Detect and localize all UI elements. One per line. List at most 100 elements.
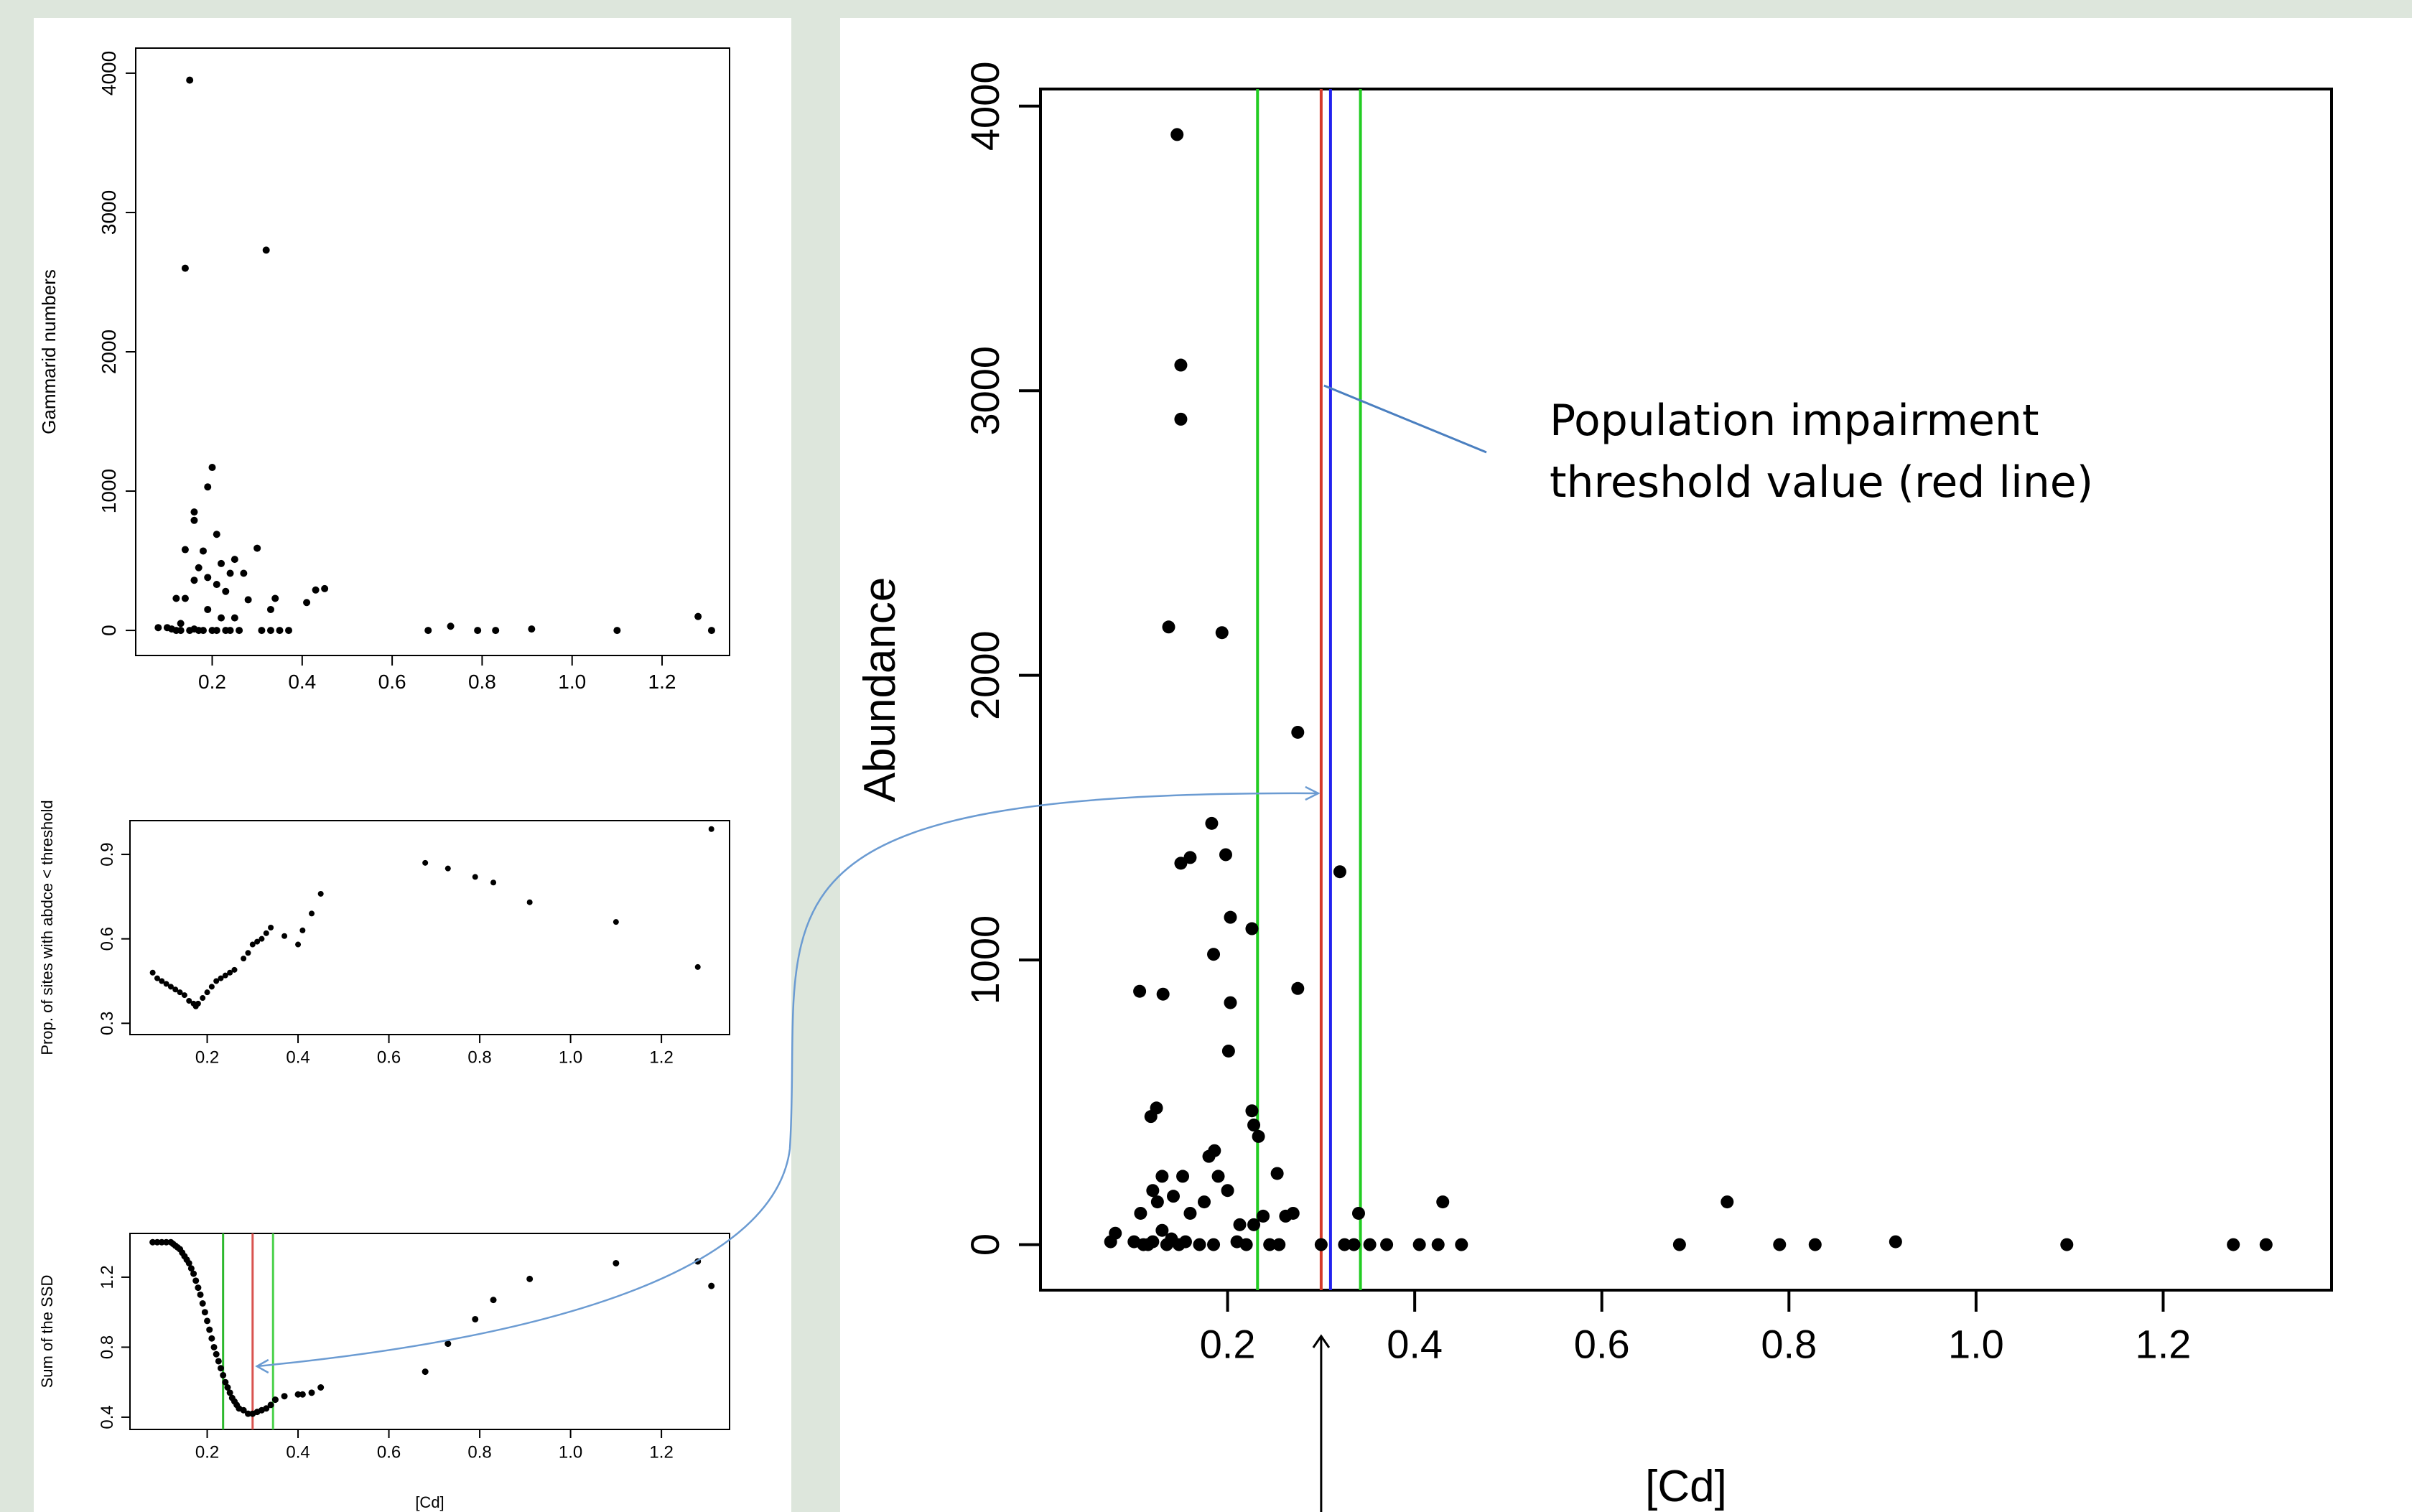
plot-frame [135, 47, 730, 656]
y-tick-label: 2000 [962, 630, 1007, 720]
x-tick-label: 0.8 [467, 1048, 491, 1068]
main-chart-svg: Population impairment threshold value (r… [855, 61, 2333, 1512]
data-point [218, 975, 224, 981]
data-point [1193, 1238, 1206, 1251]
chart-main: 0.2 0.4 0.6 0.8 1.0 1.2 0 1000 2000 3000 4000 Abund… [855, 61, 2333, 1511]
data-point [422, 859, 429, 866]
data-point [1224, 996, 1237, 1009]
data-point [1146, 1184, 1160, 1198]
data-point [204, 989, 210, 996]
data-point [490, 879, 497, 886]
data-point [1174, 412, 1188, 426]
data-point [472, 1315, 479, 1322]
data-point [2259, 1238, 2273, 1251]
data-point [1808, 1238, 1822, 1251]
x-tick-label: 0.4 [286, 1443, 309, 1462]
data-point [218, 559, 225, 567]
data-point [262, 246, 270, 254]
data-point [526, 899, 533, 905]
data-point [1133, 984, 1147, 998]
data-point [167, 984, 174, 990]
data-point [1146, 1235, 1160, 1249]
annotation-line-2: threshold value (red line) [1550, 457, 2093, 508]
data-point [1144, 1110, 1158, 1124]
data-point [447, 622, 455, 630]
chart-top_left: 0.2 0.4 0.6 0.8 1.0 1.2 0 1000 2000 3000 4000 Gamma… [38, 47, 730, 693]
y-tick-label: 0.3 [98, 1012, 117, 1035]
data-point [177, 989, 183, 996]
x-tick-label: 0.4 [1387, 1321, 1443, 1366]
data-point [694, 612, 702, 620]
data-point [1291, 981, 1305, 995]
y-axis-title: Sum of the SSD [38, 1275, 56, 1389]
data-point [244, 596, 252, 604]
data-point [204, 1317, 211, 1325]
data-point [1247, 1218, 1261, 1231]
x-tick-label: 0.8 [1761, 1321, 1817, 1366]
data-point [240, 1406, 247, 1414]
data-point [190, 516, 198, 524]
data-point [312, 586, 320, 594]
data-point [231, 614, 238, 622]
data-point [1455, 1238, 1468, 1251]
data-point [1889, 1235, 1902, 1249]
data-point [158, 1238, 165, 1246]
data-point [281, 1393, 288, 1400]
data-point [613, 1259, 620, 1266]
data-point [317, 1384, 325, 1391]
y-tick-label: 0.4 [98, 1405, 117, 1429]
data-point [308, 1389, 315, 1396]
data-point [1178, 1235, 1192, 1249]
data-point [707, 627, 715, 635]
y-tick-label: 0.6 [98, 927, 117, 951]
y-tick-label: 1000 [98, 469, 120, 513]
data-point [236, 627, 243, 635]
data-point [708, 1282, 715, 1289]
data-point [244, 1410, 251, 1417]
plot-frame [129, 1233, 730, 1430]
data-point [213, 1350, 220, 1358]
data-point [613, 627, 621, 635]
data-point [268, 925, 274, 930]
data-point [210, 1343, 218, 1350]
data-point [422, 1368, 429, 1376]
main-chart-panel: Population impairment threshold value (r… [840, 18, 2412, 1512]
data-point [177, 620, 185, 627]
data-point [226, 627, 234, 635]
y-tick-label: 1.2 [98, 1265, 117, 1289]
data-point [213, 627, 220, 635]
data-point [1167, 1190, 1181, 1203]
data-point [245, 950, 251, 956]
data-point [294, 1391, 302, 1398]
data-point [1431, 1238, 1445, 1251]
data-point [2227, 1238, 2240, 1251]
left-panels: 0.2 0.4 0.6 0.8 1.0 1.2 0 1000 2000 3000 4000 Gamma… [34, 18, 791, 1512]
data-point [1156, 987, 1170, 1001]
data-point [1207, 1238, 1221, 1251]
data-point [1155, 1170, 1169, 1183]
data-point [199, 627, 207, 635]
y-tick-label: 0 [98, 625, 120, 636]
data-point [201, 1309, 208, 1316]
data-point [424, 627, 432, 635]
y-tick-label: 3000 [962, 346, 1007, 436]
data-point [249, 941, 256, 948]
x-tick-label: 0.2 [195, 1443, 219, 1462]
x-axis-title: [Cd] [415, 1493, 444, 1511]
y-tick-label: 2000 [98, 330, 120, 374]
data-point [1176, 1170, 1190, 1183]
y-axis-title: Abundance [855, 577, 905, 803]
data-point [281, 933, 288, 939]
data-point [295, 941, 302, 948]
data-point [253, 544, 261, 552]
data-point [218, 614, 225, 622]
y-tick-label: 1000 [962, 915, 1007, 1005]
data-point [492, 627, 500, 635]
data-point [218, 1365, 225, 1372]
data-point [1247, 1119, 1261, 1132]
data-point [1245, 1104, 1259, 1118]
data-point [271, 1396, 279, 1404]
data-point [190, 1270, 197, 1277]
data-point [208, 464, 216, 472]
data-point [708, 826, 714, 832]
